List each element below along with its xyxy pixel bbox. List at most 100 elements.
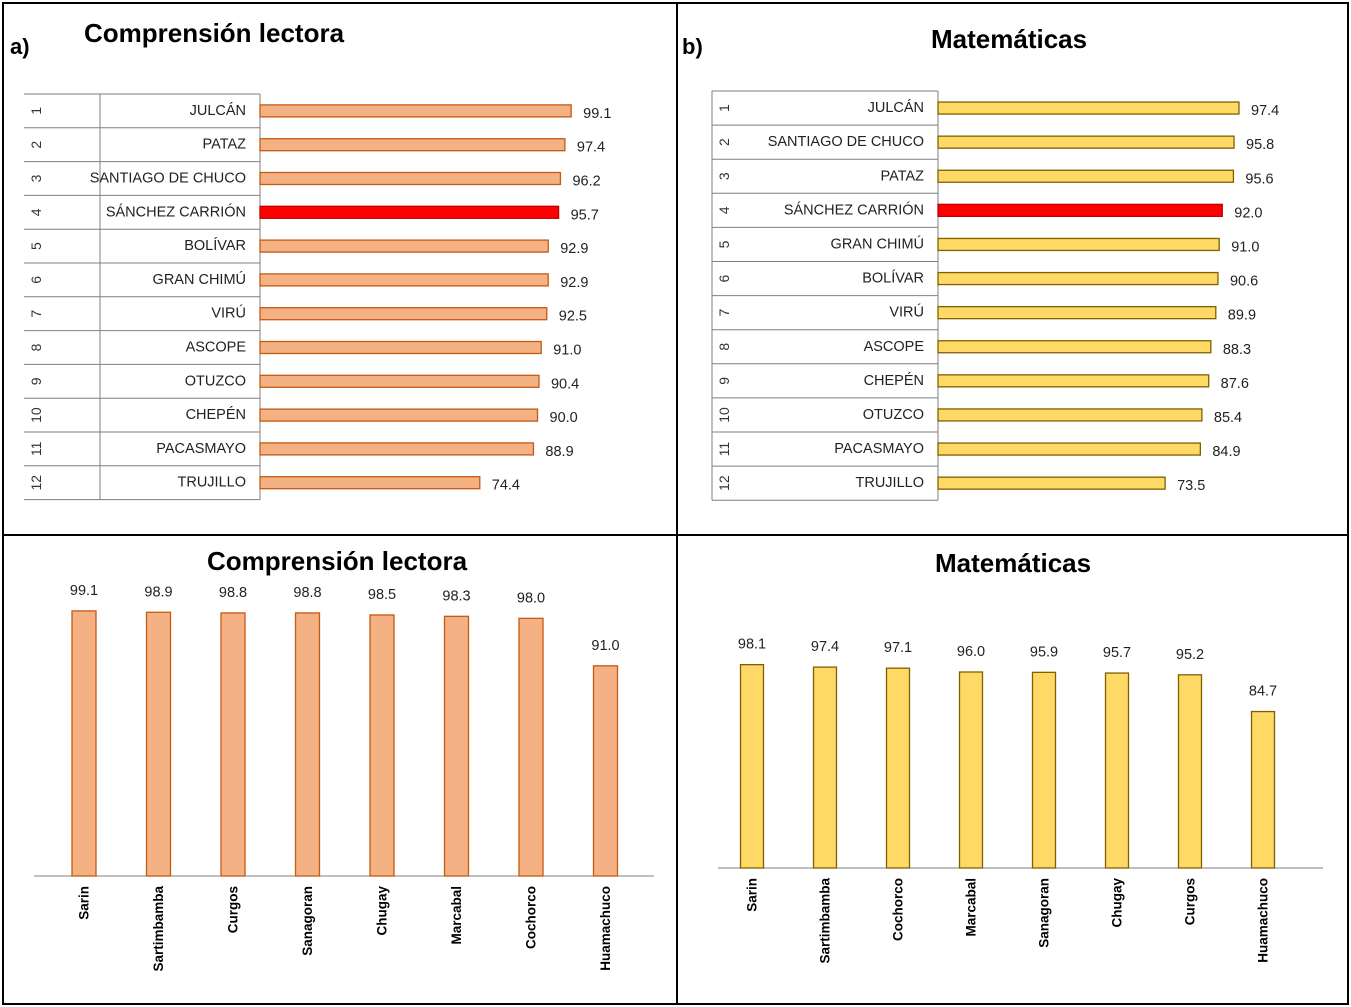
category-label: Sartimbamba (818, 878, 833, 964)
value-label: 92.9 (560, 275, 588, 291)
category-label: TRUJILLO (178, 475, 247, 491)
rank-label: 1 (28, 107, 44, 115)
value-label: 90.6 (1230, 274, 1258, 290)
bar (259, 408, 539, 422)
category-label: Marcabal (449, 886, 464, 945)
bar (937, 408, 1203, 422)
rank-label: 12 (716, 475, 732, 491)
bar (259, 476, 481, 490)
category-label: SANTIAGO DE CHUCO (768, 134, 924, 150)
bar (259, 205, 560, 219)
value-label: 97.4 (577, 140, 605, 156)
category-label: Cochorco (891, 878, 906, 941)
category-label: TRUJILLO (856, 475, 925, 491)
chart-a-reading-by-province: 1 JULCÁN 99.1 2 PATAZ 97.4 3 SANTIAGO DE CHUCO 9… (24, 93, 611, 501)
category-label: BOLÍVAR (184, 237, 246, 254)
rank-label: 5 (716, 240, 732, 248)
value-label: 84.9 (1212, 444, 1240, 460)
category-label: Huamachuco (598, 886, 613, 971)
bar (937, 374, 1210, 388)
category-label: ASCOPE (864, 339, 925, 355)
rank-label: 11 (28, 441, 44, 456)
value-label: 98.5 (368, 587, 396, 603)
rank-label: 6 (716, 274, 732, 282)
value-label: 98.8 (293, 585, 321, 601)
category-label: SANTIAGO DE CHUCO (90, 171, 246, 187)
category-label: SÁNCHEZ CARRIÓN (106, 203, 246, 220)
value-label: 98.0 (517, 590, 545, 606)
bar (937, 203, 1223, 218)
value-label: 98.9 (144, 584, 172, 600)
category-label: GRAN CHIMÚ (831, 235, 924, 252)
bar (369, 614, 395, 877)
panel-a-letter: a) (10, 34, 30, 59)
panel-a: a) Comprensión lectora 1 JULCÁN 99.1 2 PATAZ… (2, 2, 678, 536)
category-label: BOLÍVAR (862, 270, 924, 287)
value-label: 92.0 (1234, 205, 1262, 221)
chart-b-math-by-province: 1 JULCÁN 97.4 2 SANTIAGO DE CHUCO 95.8 3 PATAZ 9… (711, 90, 1279, 501)
rank-label: 2 (716, 138, 732, 146)
chart-d-math-by-district: 98.1 Sarin 97.4 Sartimbamba 97.1 Cochorco 96.0… (718, 637, 1323, 964)
bar (1177, 674, 1203, 869)
rank-label: 12 (28, 475, 44, 491)
value-label: 73.5 (1177, 478, 1205, 494)
value-label: 98.8 (219, 585, 247, 601)
category-label: Curgos (226, 886, 241, 933)
bar (220, 612, 246, 877)
category-label: CHEPÉN (864, 372, 924, 389)
bar (812, 666, 838, 869)
bar (937, 237, 1220, 252)
category-label: PACASMAYO (834, 441, 924, 457)
category-label: Chugay (1110, 878, 1125, 928)
value-label: 99.1 (583, 106, 611, 122)
panel-b-title: Matemáticas (931, 24, 1088, 54)
rank-label: 8 (28, 343, 44, 351)
bar (958, 671, 984, 869)
value-label: 90.4 (551, 376, 579, 392)
value-label: 89.9 (1228, 308, 1256, 324)
rank-label: 6 (28, 276, 44, 284)
bar (259, 104, 572, 118)
bar (518, 617, 544, 877)
bar (1250, 710, 1276, 869)
category-label: JULCÁN (190, 102, 246, 119)
bar (937, 305, 1217, 320)
panel-d: Matemáticas 98.1 Sarin 97.4 Sartimbamba 97.1… (676, 534, 1349, 1005)
value-label: 95.7 (571, 207, 599, 223)
rank-label: 3 (28, 174, 44, 182)
bar (259, 239, 549, 253)
value-label: 91.0 (591, 638, 619, 654)
category-label: OTUZCO (185, 373, 246, 389)
category-label: JULCÁN (868, 99, 924, 116)
bar (937, 271, 1219, 286)
bar (259, 273, 549, 287)
value-label: 92.5 (559, 309, 587, 325)
value-label: 96.0 (957, 644, 985, 660)
bar (739, 663, 765, 869)
bar (71, 610, 97, 877)
bar (259, 442, 535, 456)
bar (1104, 672, 1130, 869)
bar (937, 442, 1201, 456)
bar (937, 101, 1240, 115)
category-label: PACASMAYO (156, 441, 246, 457)
panel-b: b) Matemáticas 1 JULCÁN 97.4 2 SANTIAGO DE C… (676, 2, 1349, 536)
bar (592, 665, 619, 877)
category-label: Sarin (77, 886, 92, 920)
category-label: OTUZCO (863, 407, 924, 423)
value-label: 98.3 (442, 588, 470, 604)
category-label: ASCOPE (186, 340, 247, 356)
category-label: Cochorco (524, 886, 539, 949)
bar (937, 476, 1166, 490)
rank-label: 7 (716, 309, 732, 317)
value-label: 97.4 (811, 639, 839, 655)
category-label: Chugay (375, 886, 390, 936)
category-label: Sarin (745, 878, 760, 912)
value-label: 95.8 (1246, 137, 1274, 153)
value-label: 95.9 (1030, 644, 1058, 660)
category-label: Sanagoran (1037, 878, 1052, 948)
rank-label: 2 (28, 141, 44, 149)
rank-label: 8 (716, 343, 732, 351)
value-label: 88.9 (545, 444, 573, 460)
category-label: Sanagoran (300, 886, 315, 956)
